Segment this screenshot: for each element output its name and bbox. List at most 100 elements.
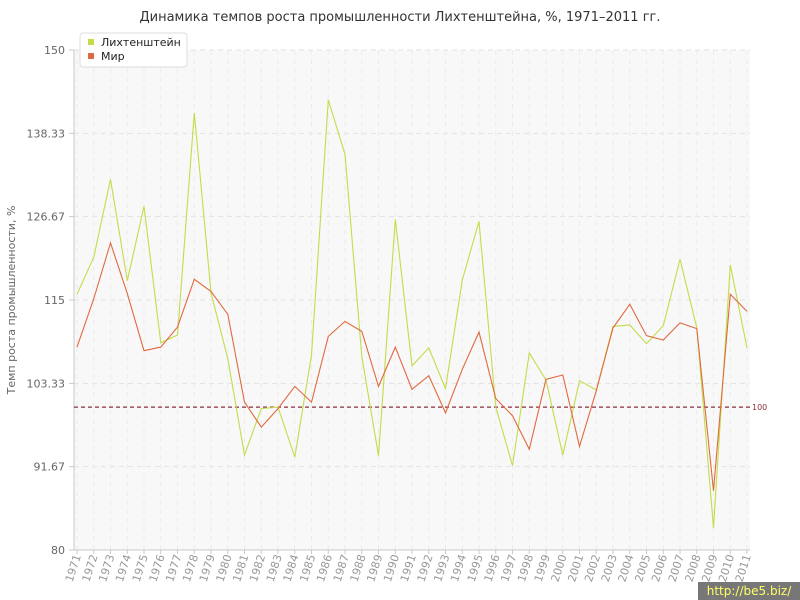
data-point[interactable] xyxy=(126,280,128,282)
data-point[interactable] xyxy=(260,426,262,428)
data-point[interactable] xyxy=(428,347,430,349)
data-point[interactable] xyxy=(109,242,111,244)
data-point[interactable] xyxy=(495,397,497,399)
data-point[interactable] xyxy=(143,350,145,352)
data-point[interactable] xyxy=(243,454,245,456)
data-point[interactable] xyxy=(344,153,346,155)
series-world xyxy=(76,241,748,492)
series-layer xyxy=(76,99,748,529)
data-point[interactable] xyxy=(612,327,614,329)
y-tick-label: 115 xyxy=(44,294,65,307)
data-point[interactable] xyxy=(629,324,631,326)
data-point[interactable] xyxy=(176,334,178,336)
series-line xyxy=(76,241,748,491)
series-liechtenstein xyxy=(76,99,748,529)
y-axis-label: Темп роста промышленности, % xyxy=(5,206,18,396)
data-point[interactable] xyxy=(511,415,513,417)
data-point[interactable] xyxy=(327,99,329,101)
data-point[interactable] xyxy=(712,490,714,492)
data-point[interactable] xyxy=(645,342,647,344)
data-point[interactable] xyxy=(578,380,580,382)
data-point[interactable] xyxy=(277,407,279,409)
data-point[interactable] xyxy=(310,401,312,403)
data-point[interactable] xyxy=(294,385,296,387)
data-point[interactable] xyxy=(662,339,664,341)
data-point[interactable] xyxy=(461,279,463,281)
y-tick-label: 91.67 xyxy=(34,461,66,474)
legend-label-liechtenstein: Лихтенштейн xyxy=(101,36,181,49)
data-point[interactable] xyxy=(595,390,597,392)
legend-swatch-world xyxy=(88,53,94,59)
data-point[interactable] xyxy=(645,335,647,337)
data-point[interactable] xyxy=(109,178,111,180)
data-point[interactable] xyxy=(696,327,698,329)
data-point[interactable] xyxy=(160,342,162,344)
data-point[interactable] xyxy=(143,205,145,207)
legend-box xyxy=(79,32,188,68)
data-point[interactable] xyxy=(160,346,162,348)
data-point[interactable] xyxy=(243,401,245,403)
data-point[interactable] xyxy=(528,352,530,354)
data-point[interactable] xyxy=(679,258,681,260)
data-point[interactable] xyxy=(126,292,128,294)
data-point[interactable] xyxy=(411,365,413,367)
data-point[interactable] xyxy=(394,218,396,220)
data-point[interactable] xyxy=(411,388,413,390)
data-point[interactable] xyxy=(478,331,480,333)
data-point[interactable] xyxy=(545,378,547,380)
data-point[interactable] xyxy=(729,264,731,266)
y-tick-label: 126.67 xyxy=(27,211,66,224)
data-point[interactable] xyxy=(76,293,78,295)
data-point[interactable] xyxy=(394,346,396,348)
y-tick-label: 150 xyxy=(44,44,65,57)
data-point[interactable] xyxy=(361,355,363,357)
series-line xyxy=(76,99,748,528)
data-point[interactable] xyxy=(511,465,513,467)
data-point[interactable] xyxy=(662,325,664,327)
legend: Лихтенштейн Мир xyxy=(79,32,188,68)
data-point[interactable] xyxy=(746,310,748,312)
data-point[interactable] xyxy=(746,347,748,349)
data-point[interactable] xyxy=(562,374,564,376)
x-ticks: 1971197219731974197519761977197819791980… xyxy=(63,550,754,584)
data-point[interactable] xyxy=(227,313,229,315)
data-point[interactable] xyxy=(93,256,95,258)
grid xyxy=(74,49,750,550)
data-point[interactable] xyxy=(344,320,346,322)
data-point[interactable] xyxy=(294,456,296,458)
data-point[interactable] xyxy=(562,454,564,456)
data-point[interactable] xyxy=(428,375,430,377)
y-tick-label: 138.33 xyxy=(27,127,66,140)
data-point[interactable] xyxy=(461,368,463,370)
y-ticks: 80 91.67 103.33 115 126.67 138.33 150 xyxy=(27,44,74,557)
data-point[interactable] xyxy=(327,335,329,337)
data-point[interactable] xyxy=(729,293,731,295)
chart-title: Динамика темпов роста промышленности Лих… xyxy=(139,10,661,25)
data-point[interactable] xyxy=(93,297,95,299)
data-point[interactable] xyxy=(578,445,580,447)
data-point[interactable] xyxy=(260,407,262,409)
data-point[interactable] xyxy=(528,448,530,450)
data-point[interactable] xyxy=(444,412,446,414)
data-point[interactable] xyxy=(629,303,631,305)
data-point[interactable] xyxy=(478,220,480,222)
data-point[interactable] xyxy=(310,354,312,356)
legend-swatch-liechtenstein xyxy=(88,39,94,45)
reference-line-label: 100 xyxy=(752,403,767,412)
data-point[interactable] xyxy=(193,112,195,114)
data-point[interactable] xyxy=(176,326,178,328)
data-point[interactable] xyxy=(193,278,195,280)
data-point[interactable] xyxy=(210,290,212,292)
data-point[interactable] xyxy=(377,455,379,457)
data-point[interactable] xyxy=(361,330,363,332)
data-point[interactable] xyxy=(377,385,379,387)
watermark[interactable]: http://be5.biz/ xyxy=(698,582,800,600)
data-point[interactable] xyxy=(76,346,78,348)
data-point[interactable] xyxy=(679,322,681,324)
data-point[interactable] xyxy=(495,406,497,408)
data-point[interactable] xyxy=(712,527,714,529)
y-tick-label: 80 xyxy=(51,544,65,557)
data-point[interactable] xyxy=(444,387,446,389)
data-point[interactable] xyxy=(227,357,229,359)
